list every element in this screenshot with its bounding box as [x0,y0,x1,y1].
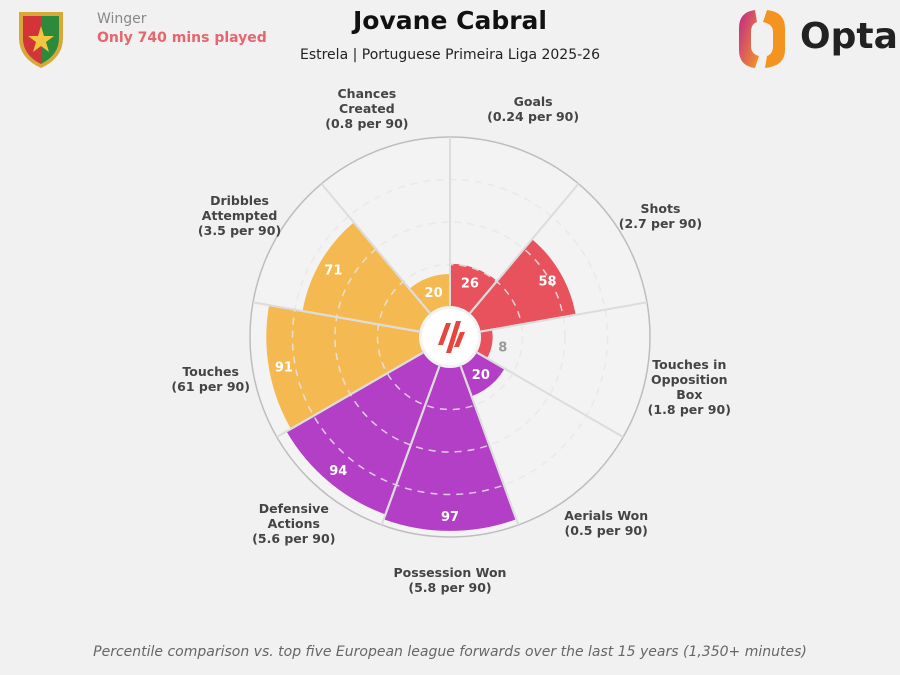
footer-note: Percentile comparison vs. top five Europ… [93,644,807,660]
value-label: 26 [461,276,479,291]
category-name: Possession Won [393,565,507,580]
category-per90: (3.5 per 90) [197,223,282,238]
value-label: 8 [498,340,507,355]
minutes-note: Only 740 mins played [97,30,267,46]
club-crest [16,8,66,74]
wedge-defensive-actions [284,350,442,517]
category-name: Touches [182,364,239,380]
player-position: Winger [97,11,147,27]
opta-logo-icon [735,8,791,74]
category-per90: (2.7 per 90) [618,215,703,231]
center-hub [422,309,478,365]
value-label: 71 [324,264,342,279]
category-label: Chances Created (0.8 per 90) [287,86,447,131]
opta-mark-icon [438,321,465,353]
category-label: Touches in Opposition Box (1.8 per 90) [609,357,769,417]
category-label: Dribbles Attempted (3.5 per 90) [160,193,320,238]
value-label: 91 [275,360,293,375]
category-per90: (1.8 per 90) [647,401,731,417]
value-label: 94 [329,464,347,479]
category-label: Shots (2.7 per 90) [580,201,740,231]
category-label: Possession Won (5.8 per 90) [370,565,530,595]
category-per90: (5.8 per 90) [408,580,492,595]
category-label: Goals (0.24 per 90) [453,94,613,124]
category-name: Goals [513,93,553,109]
category-per90: (0.5 per 90) [564,523,648,539]
category-per90: (61 per 90) [171,379,250,395]
spoke [475,351,624,438]
category-per90: (5.6 per 90) [252,530,336,546]
category-label: Touches (61 per 90) [131,364,291,394]
spoke [468,183,580,315]
spoke [252,301,421,333]
value-label: 20 [425,286,443,301]
category-name: Defensive Actions [258,500,329,531]
spoke [276,351,425,438]
chart-title: Jovane Cabral [353,6,547,35]
gridline-50 [334,221,566,453]
wedge-dribbles-attempted [300,220,433,333]
category-label: Defensive Actions (5.6 per 90) [214,501,374,546]
chart-subtitle: Estrela | Portuguese Primeira Liga 2025-… [299,47,600,63]
spoke [320,183,432,315]
category-name: Dribbles Attempted [201,193,278,223]
category-name: Aerials Won [564,508,649,524]
category-name: Touches in Opposition Box [651,356,728,402]
spoke [459,364,520,526]
category-name: Shots [640,200,681,216]
value-label: 20 [472,368,490,383]
spoke [380,364,441,526]
spoke [479,301,648,333]
category-per90: (0.24 per 90) [487,108,580,124]
value-label: 58 [538,275,556,290]
wedge-shots [467,237,578,333]
category-name: Chances Created [337,86,397,117]
category-label: Aerials Won (0.5 per 90) [526,508,686,538]
opta-wordmark: Opta [800,16,898,57]
value-label: 97 [441,510,459,525]
category-per90: (0.8 per 90) [325,116,409,132]
